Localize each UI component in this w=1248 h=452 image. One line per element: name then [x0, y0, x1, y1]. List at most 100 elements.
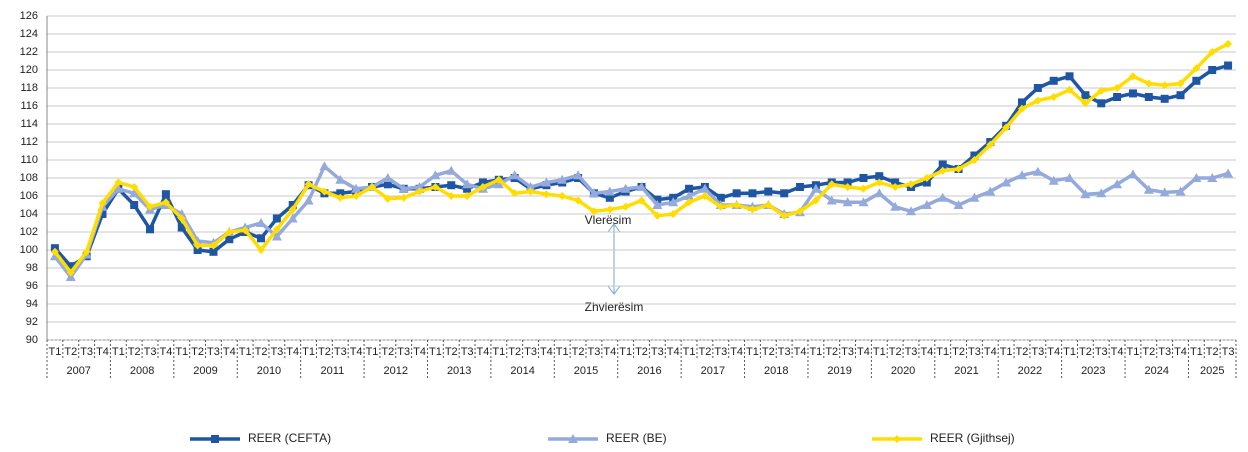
marker — [1001, 177, 1012, 187]
marker — [1128, 72, 1137, 81]
marker — [748, 189, 757, 198]
x-tick-label: T3 — [968, 346, 981, 358]
marker — [114, 178, 123, 187]
marker — [796, 207, 805, 216]
x-tick-label: T2 — [698, 346, 711, 358]
marker — [780, 189, 789, 198]
marker — [193, 246, 202, 254]
x-tick-label: T1 — [809, 346, 822, 358]
marker — [842, 197, 853, 207]
x-tick-label: T4 — [1047, 346, 1060, 358]
marker — [732, 201, 741, 209]
marker — [1065, 85, 1074, 94]
y-tick-label: 100 — [20, 244, 38, 256]
x-tick-label: T4 — [96, 346, 109, 358]
x-tick-label: T1 — [936, 346, 949, 358]
x-tick-label: T3 — [651, 346, 664, 358]
marker — [604, 186, 615, 196]
marker — [447, 192, 456, 200]
x-tick-label: T2 — [762, 346, 775, 358]
marker — [463, 184, 472, 193]
x-tick-label: T3 — [334, 346, 347, 358]
marker — [494, 175, 503, 184]
marker — [1113, 93, 1122, 101]
year-label: 2007 — [66, 365, 90, 377]
marker — [98, 210, 107, 218]
marker — [98, 199, 107, 208]
annotation: Vlerësim — [585, 213, 632, 227]
marker — [1097, 86, 1106, 95]
year-label: 2015 — [574, 365, 598, 377]
marker — [843, 183, 852, 191]
x-tick-label: T1 — [746, 346, 759, 358]
y-tick-label: 112 — [20, 136, 38, 148]
marker — [288, 205, 297, 214]
marker — [161, 190, 170, 199]
year-label: 2008 — [130, 365, 154, 377]
marker — [780, 211, 789, 220]
marker — [1002, 123, 1011, 132]
x-tick-label: T3 — [1158, 346, 1171, 358]
marker — [211, 435, 219, 443]
marker — [352, 192, 361, 200]
marker — [1065, 72, 1074, 81]
x-tick-label: T2 — [508, 346, 521, 358]
marker — [653, 195, 662, 204]
x-tick-label: T3 — [270, 346, 283, 358]
y-tick-label: 118 — [20, 82, 38, 94]
marker — [652, 200, 663, 209]
marker — [1208, 66, 1217, 74]
x-tick-label: T4 — [350, 346, 363, 358]
marker — [336, 193, 345, 202]
marker — [716, 202, 725, 211]
y-tick-label: 96 — [26, 280, 38, 292]
marker — [509, 170, 520, 180]
year-label: 2011 — [321, 365, 345, 377]
marker — [875, 172, 884, 181]
y-tick-label: 126 — [20, 10, 38, 22]
x-tick-label: T1 — [1190, 346, 1203, 358]
x-tick-label: T1 — [1127, 346, 1140, 358]
marker — [669, 210, 678, 218]
marker — [146, 225, 155, 234]
x-tick-label: T3 — [588, 346, 601, 358]
marker — [225, 235, 234, 244]
x-tick-label: T1 — [619, 346, 632, 358]
marker — [796, 183, 805, 191]
x-tick-label: T4 — [794, 346, 807, 358]
marker — [510, 189, 519, 198]
x-tick-label: T4 — [1111, 346, 1124, 358]
x-tick-label: T2 — [635, 346, 648, 358]
marker — [414, 182, 425, 191]
marker — [1160, 81, 1169, 90]
series — [50, 61, 1233, 271]
marker — [50, 247, 59, 256]
x-tick-label: T2 — [64, 346, 77, 358]
x-tick-label: T4 — [540, 346, 553, 358]
marker — [1224, 61, 1233, 70]
x-tick-label: T2 — [318, 346, 331, 358]
marker — [953, 200, 964, 209]
marker — [986, 140, 995, 149]
marker — [859, 174, 868, 182]
marker — [130, 183, 139, 191]
marker — [320, 187, 329, 196]
marker — [732, 189, 741, 198]
x-tick-label: T3 — [841, 346, 854, 358]
x-tick-label: T3 — [524, 346, 537, 358]
year-label: 2013 — [447, 365, 471, 377]
year-label: 2012 — [384, 365, 408, 377]
x-tick-label: T1 — [239, 346, 252, 358]
marker — [1208, 48, 1217, 56]
marker — [462, 179, 473, 189]
x-tick-label: T1 — [49, 346, 62, 358]
marker — [1192, 64, 1201, 73]
marker — [351, 183, 362, 193]
marker — [764, 201, 773, 209]
marker — [1081, 91, 1090, 100]
marker — [288, 201, 297, 209]
marker — [209, 247, 218, 256]
y-tick-label: 106 — [20, 190, 38, 202]
marker — [367, 183, 376, 191]
marker — [859, 184, 868, 193]
